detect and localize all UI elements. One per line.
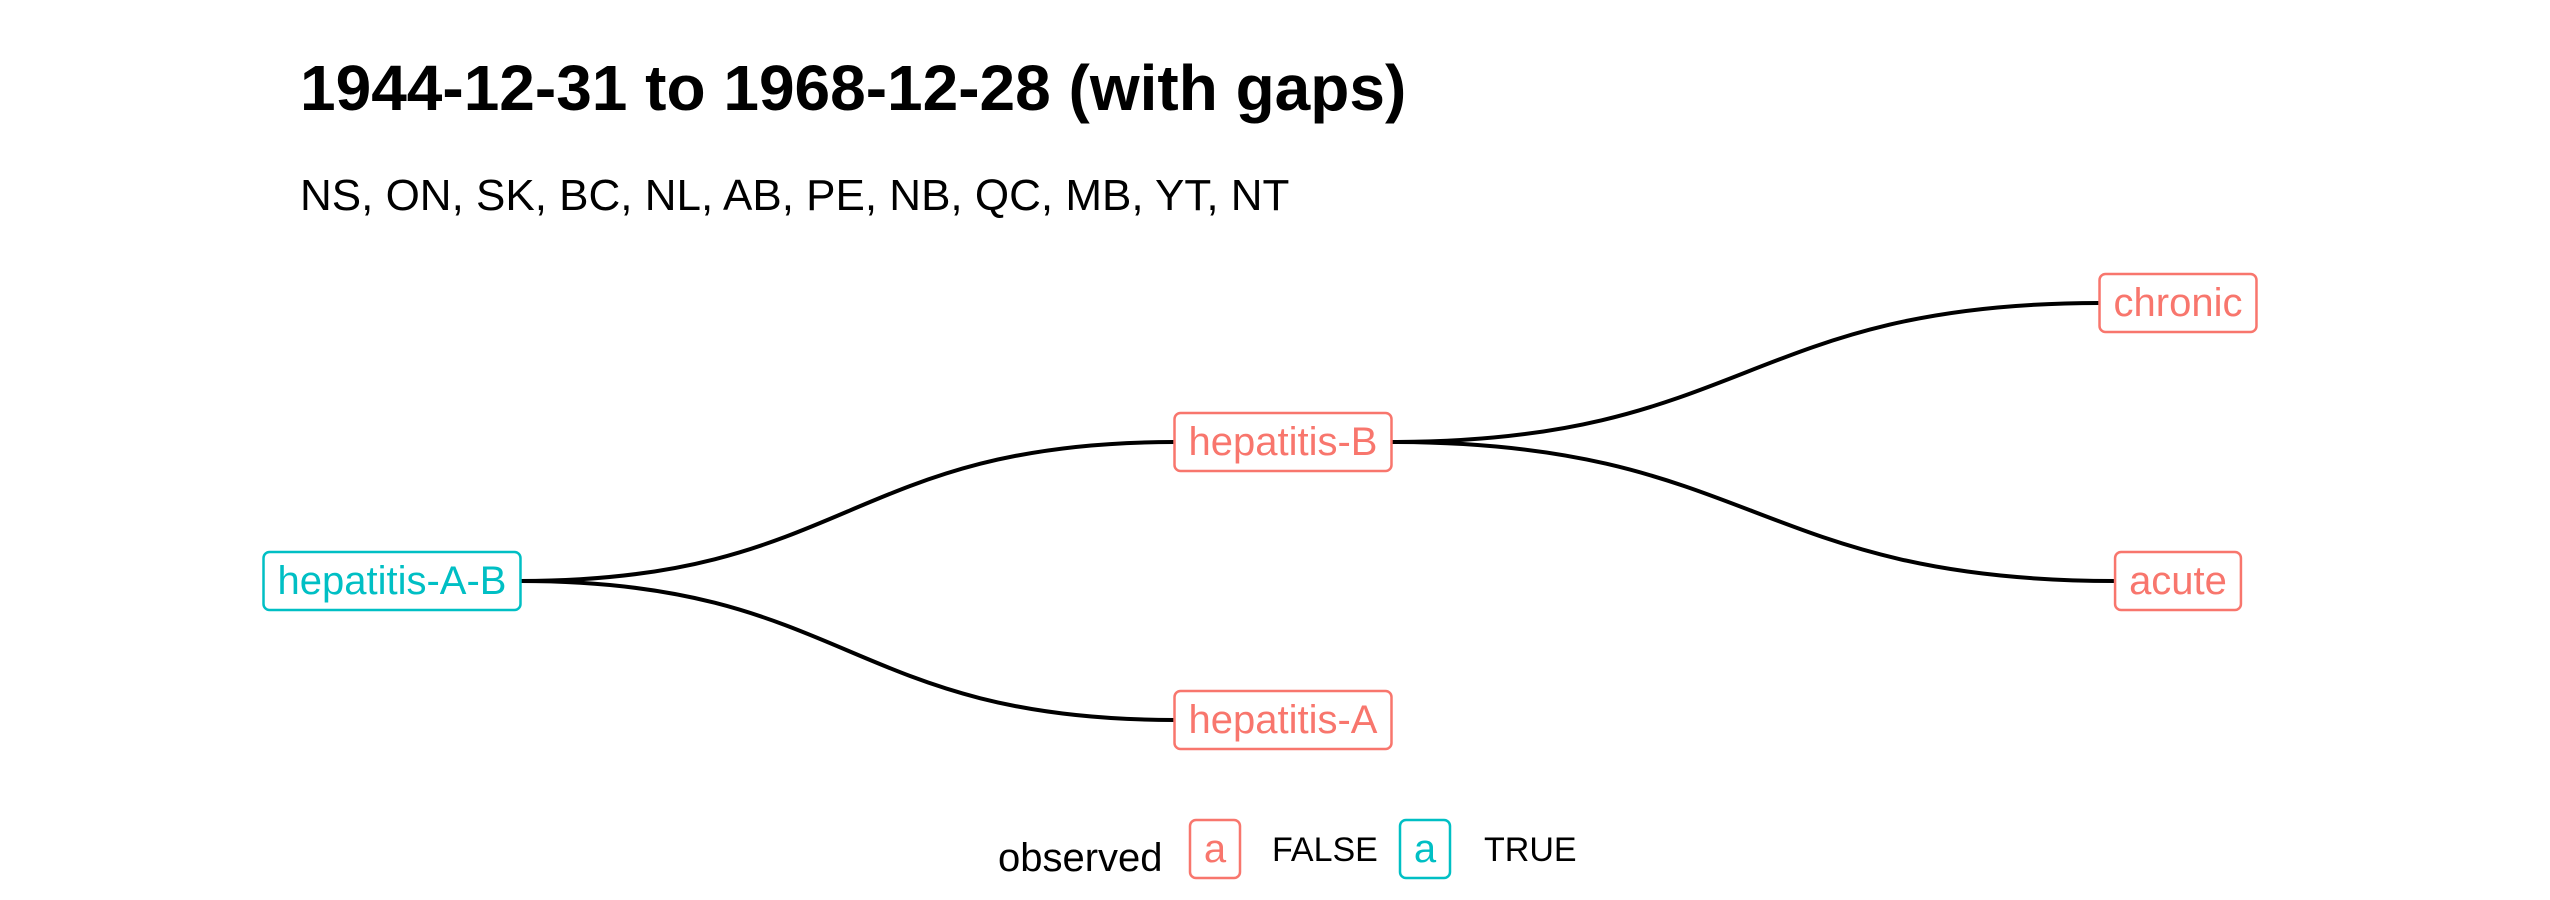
node-hepatitis-B: hepatitis-B — [1173, 411, 1393, 473]
diagram-subtitle: NS, ON, SK, BC, NL, AB, PE, NB, QC, MB, … — [300, 171, 1289, 220]
legend-key-true-glyph: a — [1414, 827, 1437, 871]
edge-hepatitis-A-B-to-hepatitis-A — [520, 579, 1175, 722]
node-hepatitis-A-B: hepatitis-A-B — [262, 550, 522, 612]
legend-title: observed — [998, 836, 1163, 880]
node-hepatitis-A-B-box — [262, 550, 522, 612]
node-hepatitis-A-B-label: hepatitis-A-B — [278, 559, 507, 603]
node-acute-box — [2113, 550, 2243, 612]
node-hepatitis-B-box — [1173, 411, 1393, 473]
node-acute-label: acute — [2129, 559, 2227, 603]
edge-hepatitis-B-to-chronic — [1391, 301, 2100, 444]
node-acute: acute — [2113, 550, 2243, 612]
legend-label-true: TRUE — [1484, 831, 1577, 869]
legend-label-false: FALSE — [1272, 831, 1378, 869]
node-chronic-label: chronic — [2114, 281, 2243, 325]
legend-key-false-glyph: a — [1204, 827, 1227, 871]
legend-key-true-box — [1398, 818, 1452, 880]
node-layer: hepatitis-A-B hepatitis-B hepatitis-A chron… — [262, 272, 2258, 751]
node-chronic-box — [2098, 272, 2258, 334]
edge-layer — [520, 301, 2116, 722]
node-hepatitis-A-label: hepatitis-A — [1189, 698, 1378, 742]
node-hepatitis-A-box — [1173, 689, 1393, 751]
legend-key-false: a — [1188, 818, 1242, 880]
legend: observed a FALSE a TRUE — [998, 818, 1577, 880]
node-hepatitis-A: hepatitis-A — [1173, 689, 1393, 751]
diagram-title: 1944-12-31 to 1968-12-28 (with gaps) — [300, 52, 1406, 124]
edge-hepatitis-B-to-acute — [1391, 440, 2116, 583]
node-hepatitis-B-label: hepatitis-B — [1189, 420, 1378, 464]
legend-key-false-box — [1188, 818, 1242, 880]
legend-key-true: a — [1398, 818, 1452, 880]
node-chronic: chronic — [2098, 272, 2258, 334]
edge-hepatitis-A-B-to-hepatitis-B — [520, 440, 1175, 583]
